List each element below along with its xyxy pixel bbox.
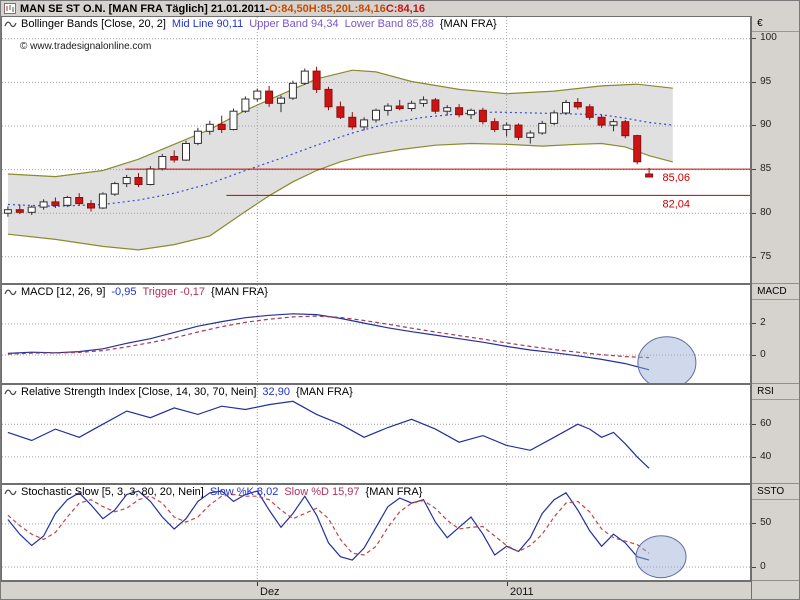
stochastic-legend: Stochastic Slow [5, 3, 3, 80, 20, Nein] S… — [4, 486, 428, 498]
legend-segment: Relative Strength Index [Close, 14, 30, … — [21, 386, 257, 398]
y-tick-label: 85 — [760, 163, 772, 174]
y-tick-mark — [752, 257, 757, 258]
stochastic-scale[interactable]: SSTO 50 0 — [752, 484, 799, 581]
time-axis[interactable]: Dez 2011 — [1, 581, 752, 599]
y-tick-label: 75 — [760, 251, 772, 262]
y-tick-label: 100 — [760, 32, 777, 43]
y-tick-mark — [752, 457, 757, 458]
y-tick-mark — [752, 355, 757, 356]
macd-chart-plot[interactable] — [2, 285, 750, 383]
price-line-label: 85,06 — [663, 172, 691, 184]
legend-segment: Slow %K 8,02 — [209, 486, 279, 498]
scale-corner — [752, 581, 799, 599]
y-tick-label: 40 — [760, 451, 772, 462]
indicator-wave-icon — [4, 287, 17, 298]
rsi-chart-plot[interactable] — [2, 385, 750, 483]
legend-segment: MAN SE ST O.N. [MAN FRA Täglich] 21.01.2… — [20, 2, 266, 15]
macd-scale[interactable]: MACD 2 0 — [752, 284, 799, 384]
stochastic-chart-plot[interactable] — [2, 485, 750, 580]
legend-segment: Mid Line 90,11 — [171, 18, 244, 30]
rsi-scale[interactable]: RSI 60 40 — [752, 384, 799, 484]
stochastic-legend-text: Stochastic Slow [5, 3, 3, 80, 20, Nein] S… — [21, 486, 428, 498]
panels-column: Bollinger Bands [Close, 20, 2] Mid Line 9… — [1, 16, 752, 599]
candlestick-series — [3, 66, 654, 217]
title-bar: MAN SE ST O.N. [MAN FRA Täglich] 21.01.2… — [1, 1, 799, 16]
indicator-wave-icon — [4, 387, 17, 398]
price-scale[interactable]: €75 80 85 90 95 100 — [752, 16, 799, 284]
y-tick-mark — [752, 323, 757, 324]
y-tick-mark — [752, 169, 757, 170]
x-tick-label: 2011 — [510, 586, 534, 598]
scale-unit-label: RSI — [757, 386, 774, 397]
y-tick-label: 90 — [760, 119, 772, 130]
y-tick-label: 95 — [760, 76, 772, 87]
scale-unit-label: SSTO — [757, 486, 785, 497]
legend-segment: {MAN FRA} — [365, 486, 423, 498]
legend-segment: L:84,16 — [347, 2, 386, 15]
stochastic-panel: Stochastic Slow [5, 3, 3, 80, 20, Nein] S… — [1, 484, 752, 581]
scale-unit-label: € — [757, 18, 763, 29]
macd-legend: MACD [12, 26, 9] -0,95 Trigger -0,17 {MAN F… — [4, 286, 274, 298]
legend-segment: Lower Band 85,88 — [344, 18, 434, 30]
legend-segment: MACD [12, 26, 9] — [21, 286, 106, 298]
highlight-circle — [637, 336, 697, 383]
y-tick-mark — [752, 38, 757, 39]
y-tick-label: 80 — [760, 207, 772, 218]
legend-segment: - — [265, 2, 269, 15]
rsi-panel: Relative Strength Index [Close, 14, 30, … — [1, 384, 752, 484]
legend-segment: Slow %D 15,97 — [284, 486, 360, 498]
scale-divider — [752, 299, 799, 300]
y-tick-label: 50 — [760, 517, 772, 528]
legend-segment: Bollinger Bands [Close, 20, 2] — [21, 18, 166, 30]
price-panel: Bollinger Bands [Close, 20, 2] Mid Line 9… — [1, 16, 752, 284]
y-tick-label: 0 — [760, 561, 766, 572]
y-tick-mark — [752, 424, 757, 425]
legend-segment: O:84,50 — [269, 2, 309, 15]
legend-segment: -0,95 — [111, 286, 137, 298]
y-tick-mark — [752, 82, 757, 83]
title-text: MAN SE ST O.N. [MAN FRA Täglich] 21.01.2… — [20, 3, 425, 15]
y-tick-label: 2 — [760, 317, 766, 328]
chart-body: Bollinger Bands [Close, 20, 2] Mid Line 9… — [1, 16, 799, 599]
legend-segment: C:84,16 — [385, 2, 425, 15]
scale-divider — [752, 499, 799, 500]
legend-segment: {MAN FRA} — [211, 286, 268, 298]
y-tick-mark — [752, 125, 757, 126]
value-scale-column: €75 80 85 90 95 100 MACD 2 0 RSI 60 40 SSTO 50 0 — [751, 16, 799, 599]
bollinger-band-area — [7, 70, 673, 250]
y-tick-mark — [752, 213, 757, 214]
legend-segment: {MAN FRA} — [295, 386, 353, 398]
y-tick-label: 0 — [760, 349, 766, 360]
legend-segment: 32,90 — [262, 386, 290, 398]
legend-segment: Upper Band 94,34 — [249, 18, 339, 30]
indicator-wave-icon — [4, 487, 17, 498]
x-tick-label: Dez — [260, 586, 280, 598]
rsi-legend: Relative Strength Index [Close, 14, 30, … — [4, 386, 359, 398]
scale-divider — [752, 31, 799, 32]
x-tick-mark — [257, 582, 258, 586]
legend-segment: {MAN FRA} — [439, 18, 497, 30]
legend-segment: Trigger -0,17 — [142, 286, 206, 298]
bollinger-legend-text: Bollinger Bands [Close, 20, 2] Mid Line 9… — [21, 18, 503, 30]
y-tick-label: 60 — [760, 418, 772, 429]
price-chart-plot[interactable]: 85,06 82,04 — [2, 17, 750, 283]
y-tick-mark — [752, 523, 757, 524]
price-line-label: 82,04 — [663, 198, 691, 210]
mini-chart-window-icon — [4, 3, 16, 14]
legend-segment: H:85,20 — [308, 2, 348, 15]
scale-unit-label: MACD — [757, 286, 787, 297]
highlight-circle — [635, 535, 687, 579]
macd-legend-text: MACD [12, 26, 9] -0,95 Trigger -0,17 {MAN F… — [21, 286, 274, 298]
x-tick-mark — [507, 582, 508, 586]
watermark: © www.tradesignalonline.com — [20, 41, 152, 52]
bollinger-legend: Bollinger Bands [Close, 20, 2] Mid Line 9… — [4, 18, 503, 30]
indicator-wave-icon — [4, 19, 17, 30]
macd-panel: MACD [12, 26, 9] -0,95 Trigger -0,17 {MAN F… — [1, 284, 752, 384]
scale-divider — [752, 399, 799, 400]
rsi-legend-text: Relative Strength Index [Close, 14, 30, … — [21, 386, 359, 398]
legend-segment: Stochastic Slow [5, 3, 3, 80, 20, Nein] — [21, 486, 204, 498]
y-tick-mark — [752, 567, 757, 568]
